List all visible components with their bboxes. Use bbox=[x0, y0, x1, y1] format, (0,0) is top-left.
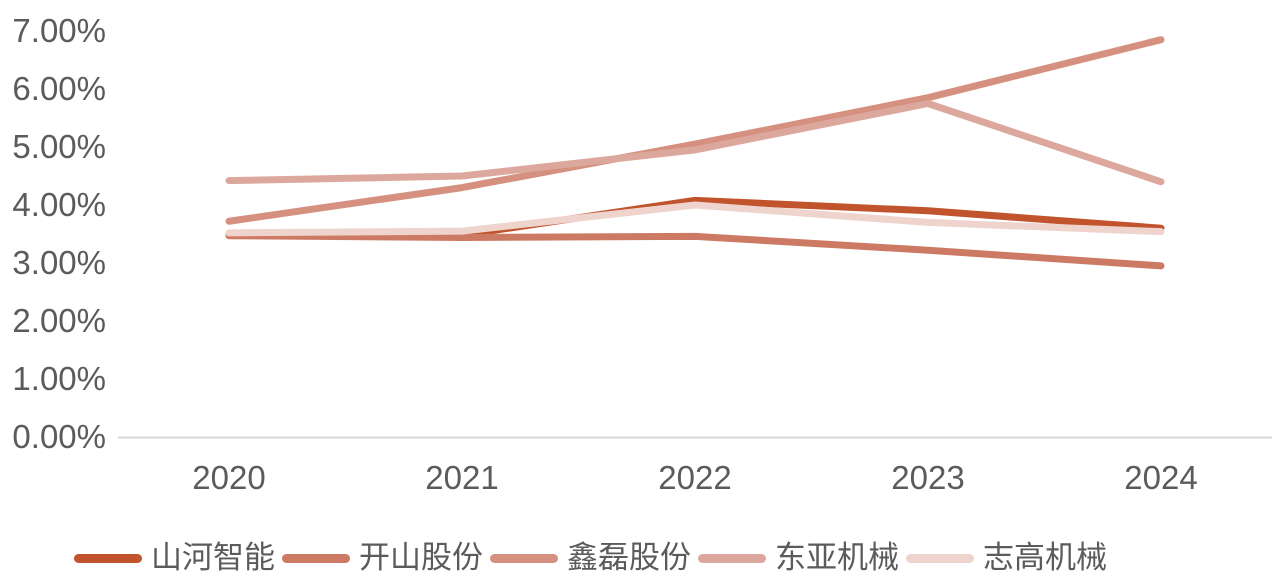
y-tick-label: 1.00% bbox=[12, 360, 106, 397]
y-tick-label: 6.00% bbox=[12, 70, 106, 107]
legend-item: 山河智能 bbox=[74, 538, 275, 578]
x-tick-label: 2024 bbox=[1124, 459, 1198, 496]
x-tick-label: 2020 bbox=[192, 459, 266, 496]
y-tick-label: 3.00% bbox=[12, 244, 106, 281]
legend-item: 志高机械 bbox=[906, 538, 1107, 578]
legend-swatch bbox=[490, 553, 558, 563]
y-tick-label: 2.00% bbox=[12, 302, 106, 339]
legend-item: 鑫磊股份 bbox=[490, 538, 691, 578]
x-tick-label: 2022 bbox=[658, 459, 732, 496]
legend-swatch bbox=[282, 553, 350, 563]
legend-label: 开山股份 bbox=[359, 540, 483, 575]
legend-swatch bbox=[698, 553, 766, 563]
x-tick-label: 2023 bbox=[891, 459, 965, 496]
y-tick-label: 7.00% bbox=[12, 12, 106, 49]
y-tick-label: 5.00% bbox=[12, 128, 106, 165]
legend: 山河智能 开山股份 鑫磊股份 东亚机械 志高机械 bbox=[74, 538, 1107, 578]
legend-label: 东亚机械 bbox=[775, 540, 899, 575]
x-tick-label: 2021 bbox=[425, 459, 499, 496]
series-line bbox=[225, 232, 1165, 270]
legend-label: 志高机械 bbox=[983, 540, 1107, 575]
legend-item: 东亚机械 bbox=[698, 538, 899, 578]
legend-item: 开山股份 bbox=[282, 538, 483, 578]
y-tick-label: 4.00% bbox=[12, 186, 106, 223]
series-line bbox=[225, 36, 1165, 225]
series-line bbox=[225, 100, 1165, 186]
legend-swatch bbox=[906, 553, 974, 563]
series-line bbox=[225, 201, 1165, 237]
legend-label: 鑫磊股份 bbox=[567, 540, 691, 575]
y-tick-label: 0.00% bbox=[12, 418, 106, 455]
legend-label: 山河智能 bbox=[151, 540, 275, 575]
legend-swatch bbox=[74, 553, 142, 563]
